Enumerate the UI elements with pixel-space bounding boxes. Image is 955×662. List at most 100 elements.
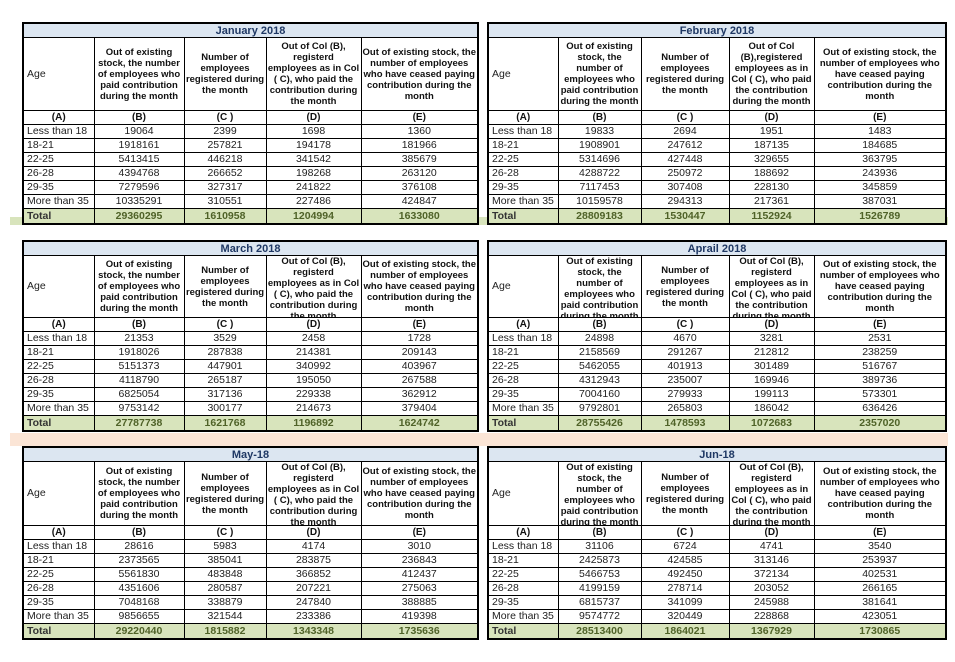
value-cell: 4174	[265, 539, 362, 554]
age-label: 22-25	[487, 359, 559, 374]
value-cell: 283875	[265, 553, 362, 568]
age-label: 29-35	[22, 387, 95, 402]
value-cell: 381641	[813, 595, 947, 610]
value-cell: 245988	[728, 595, 815, 610]
value-cell: 31106	[557, 539, 642, 554]
total-value: 2357020	[813, 415, 947, 432]
column-letter: (B)	[557, 110, 642, 125]
value-cell: 263120	[360, 166, 479, 181]
column-header-text: Out of Col (B), registerd employees as i…	[267, 256, 360, 317]
age-label: 29-35	[487, 387, 559, 402]
column-header-c: Number of employees registered during th…	[183, 255, 267, 318]
age-column-header: Age	[487, 255, 559, 318]
value-cell: 2531	[813, 331, 947, 346]
table-title: February 2018	[487, 22, 947, 38]
value-cell: 321544	[183, 609, 267, 624]
age-label: 26-28	[487, 581, 559, 596]
value-cell: 317136	[183, 387, 267, 402]
table-row: 22-25 5314696 427448 329655 363795	[487, 152, 947, 167]
value-cell: 4741	[728, 539, 815, 554]
column-header-text: Out of Col (B), registerd employees as i…	[267, 462, 360, 525]
value-cell: 5983	[183, 539, 267, 554]
table-row: 22-25 5561830 483848 366852 412437	[22, 567, 479, 582]
column-letter: (A)	[487, 525, 559, 540]
value-cell: 241822	[265, 180, 362, 195]
table-row: Less than 18 28616 5983 4174 3010	[22, 539, 479, 554]
column-header-e: Out of existing stock, the number of emp…	[813, 37, 947, 111]
age-label: 26-28	[22, 581, 95, 596]
table-january-2018: January 2018 Age Out of existing stock, th…	[22, 22, 479, 225]
total-value: 1735636	[360, 623, 479, 640]
column-header-d: Out of Col (B),registered employees as i…	[728, 37, 815, 111]
value-cell: 5462055	[557, 359, 642, 374]
column-letter: (E)	[813, 317, 947, 332]
column-letter: (E)	[360, 525, 479, 540]
column-header-text: Out of existing stock, the number of emp…	[560, 462, 639, 525]
value-cell: 212812	[728, 345, 815, 360]
value-cell: 4118790	[93, 373, 185, 388]
table-row: 22-25 5151373 447901 340992 403967	[22, 359, 479, 374]
table-row: 18-21 1918161 257821 194178 181966	[22, 138, 479, 153]
value-cell: 3010	[360, 539, 479, 554]
table-row: 26-28 4118790 265187 195050 267588	[22, 373, 479, 388]
table-row: 26-28 4288722 250972 188692 243936	[487, 166, 947, 181]
table-row: 29-35 7279596 327317 241822 376108	[22, 180, 479, 195]
column-header-d: Out of Col (B), registerd employees as i…	[728, 461, 815, 526]
table-row: 22-25 5462055 401913 301489 516767	[487, 359, 947, 374]
column-header-text: Out of existing stock, the number of emp…	[362, 466, 477, 521]
value-cell: 2373565	[93, 553, 185, 568]
age-label: 18-21	[487, 138, 559, 153]
age-label: 18-21	[487, 345, 559, 360]
month-grid: January 2018 Age Out of existing stock, th…	[22, 22, 479, 225]
total-label: Total	[22, 623, 95, 640]
value-cell: 207221	[265, 581, 362, 596]
value-cell: 402531	[813, 567, 947, 582]
value-cell: 236843	[360, 553, 479, 568]
value-cell: 2458	[265, 331, 362, 346]
value-cell: 516767	[813, 359, 947, 374]
age-label: 29-35	[487, 595, 559, 610]
value-cell: 195050	[265, 373, 362, 388]
column-header-b: Out of existing stock, the number of emp…	[557, 255, 642, 318]
column-header-text: Out of existing stock, the number of emp…	[819, 466, 940, 521]
value-cell: 447901	[183, 359, 267, 374]
value-cell: 227486	[265, 194, 362, 209]
column-header-text: Out of Col (B), registerd employees as i…	[731, 462, 812, 525]
value-cell: 329655	[728, 152, 815, 167]
value-cell: 307408	[640, 180, 730, 195]
value-cell: 4394768	[93, 166, 185, 181]
value-cell: 5466753	[557, 567, 642, 582]
value-cell: 340992	[265, 359, 362, 374]
value-cell: 5413415	[93, 152, 185, 167]
value-cell: 257821	[183, 138, 267, 153]
value-cell: 291267	[640, 345, 730, 360]
age-label: Less than 18	[487, 124, 559, 139]
column-header-c: Number of employees registered during th…	[640, 461, 730, 526]
value-cell: 492450	[640, 567, 730, 582]
age-label: More than 35	[487, 609, 559, 624]
column-header-text: Out of Col (B), registerd employees as i…	[731, 256, 812, 317]
total-value: 1815882	[183, 623, 267, 640]
value-cell: 362912	[360, 387, 479, 402]
value-cell: 363795	[813, 152, 947, 167]
value-cell: 1908901	[557, 138, 642, 153]
value-cell: 379404	[360, 401, 479, 416]
column-letter: (D)	[728, 317, 815, 332]
value-cell: 209143	[360, 345, 479, 360]
age-column-header: Age	[22, 37, 95, 111]
value-cell: 3281	[728, 331, 815, 346]
value-cell: 169946	[728, 373, 815, 388]
table-row: 26-28 4199159 278714 203052 266165	[487, 581, 947, 596]
value-cell: 301489	[728, 359, 815, 374]
total-row: Total 29220440 1815882 1343348 1735636	[22, 623, 479, 640]
value-cell: 187135	[728, 138, 815, 153]
value-cell: 280587	[183, 581, 267, 596]
value-cell: 5314696	[557, 152, 642, 167]
column-header-b: Out of existing stock, the number of emp…	[557, 37, 642, 111]
age-label: 18-21	[22, 345, 95, 360]
table-row: 26-28 4312943 235007 169946 389736	[487, 373, 947, 388]
column-letter: (E)	[360, 110, 479, 125]
column-letter: (C )	[183, 525, 267, 540]
value-cell: 387031	[813, 194, 947, 209]
